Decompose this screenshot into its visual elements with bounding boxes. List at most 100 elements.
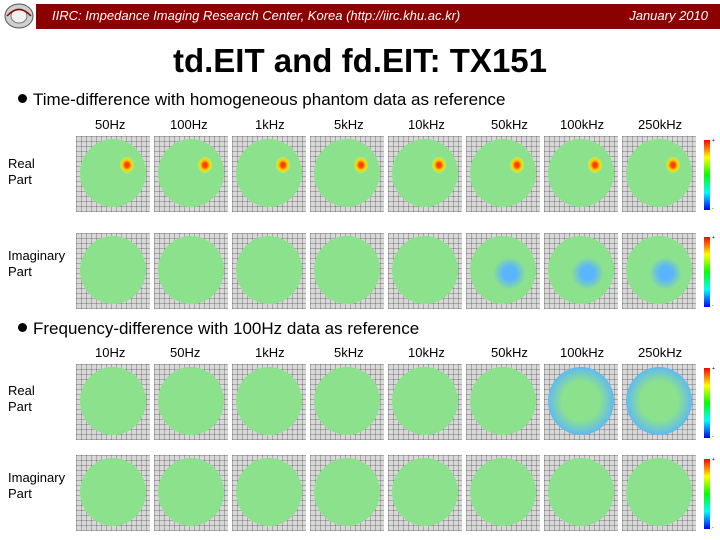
eit-disk	[626, 236, 692, 304]
section2-eit-image	[76, 364, 150, 440]
section1-freq-label: 5kHz	[334, 117, 364, 132]
s1-imag-label-line1: Imaginary	[8, 248, 66, 263]
section1-eit-image	[466, 233, 540, 309]
eit-disk	[626, 139, 692, 207]
eit-disk	[548, 139, 614, 207]
s1-real-label: Real Part	[8, 156, 35, 188]
eit-disk	[392, 367, 458, 435]
section2-eit-image	[544, 364, 618, 440]
eit-disk	[470, 139, 536, 207]
section1-freq-label: 10kHz	[408, 117, 445, 132]
eit-disk	[470, 367, 536, 435]
eit-disk	[392, 236, 458, 304]
section1-eit-image	[310, 136, 384, 212]
section2-eit-image	[544, 455, 618, 531]
section1-eit-image	[310, 233, 384, 309]
eit-disk	[158, 236, 224, 304]
section2-eit-image	[622, 364, 696, 440]
anomaly-spot	[276, 157, 290, 173]
section1-eit-image	[232, 136, 306, 212]
section2-freq-label: 250kHz	[638, 345, 683, 360]
eit-disk	[80, 367, 146, 435]
anomaly-spot	[510, 157, 524, 173]
section1-freq-label: 250kHz	[638, 117, 683, 132]
section1-eit-image	[622, 233, 696, 309]
eit-disk	[80, 139, 146, 207]
eit-disk	[470, 458, 536, 526]
anomaly-spot	[354, 157, 368, 173]
eit-disk	[314, 139, 380, 207]
anomaly-spot	[198, 157, 212, 173]
s2-imag-label-line2: Part	[8, 486, 32, 501]
section1-freq-label: 100kHz	[560, 117, 605, 132]
colorbar-bottom-label: -	[712, 303, 714, 309]
bullet-icon	[18, 323, 27, 332]
section2-eit-image	[388, 364, 462, 440]
section2-freq-label: 5kHz	[334, 345, 364, 360]
colorbar	[704, 368, 710, 438]
section2-freq-label: 10Hz	[95, 345, 126, 360]
section2-eit-image	[310, 455, 384, 531]
eit-disk	[314, 367, 380, 435]
eit-disk	[236, 236, 302, 304]
header-date: January 2010	[629, 8, 708, 23]
eit-disk	[314, 236, 380, 304]
bullet-icon	[18, 94, 27, 103]
eit-disk	[314, 458, 380, 526]
section1-freq-label: 50kHz	[491, 117, 528, 132]
iirc-logo-icon	[4, 3, 34, 29]
eit-disk	[626, 367, 692, 435]
section2-heading: Frequency-difference with 100Hz data as …	[18, 319, 419, 339]
section2-freq-label: 100kHz	[560, 345, 605, 360]
s1-imag-label: Imaginary Part	[8, 248, 65, 280]
eit-disk	[158, 367, 224, 435]
colorbar-bottom-label: -	[712, 206, 714, 212]
colorbar	[704, 237, 710, 307]
s2-real-label-line1: Real	[8, 383, 35, 398]
colorbar-bottom-label: -	[712, 525, 714, 531]
anomaly-spot	[432, 157, 446, 173]
section2-eit-image	[388, 455, 462, 531]
s1-imag-label-line2: Part	[8, 264, 32, 279]
header-org-text: IIRC: Impedance Imaging Research Center,…	[52, 8, 461, 23]
section2-eit-image	[310, 364, 384, 440]
section1-eit-image	[466, 136, 540, 212]
eit-disk	[236, 367, 302, 435]
anomaly-spot	[120, 157, 134, 173]
section2-eit-image	[466, 364, 540, 440]
s2-imag-label: Imaginary Part	[8, 470, 65, 502]
section1-eit-image	[388, 233, 462, 309]
eit-disk	[548, 236, 614, 304]
section2-eit-image	[232, 455, 306, 531]
colorbar-top-label: +	[712, 235, 715, 241]
s1-real-label-line1: Real	[8, 156, 35, 171]
colorbar-top-label: +	[712, 457, 715, 463]
eit-disk	[80, 458, 146, 526]
slide-header: IIRC: Impedance Imaging Research Center,…	[0, 0, 720, 32]
slide-title: td.EIT and fd.EIT: TX151	[172, 42, 548, 79]
eit-disk	[80, 236, 146, 304]
section2-eit-image	[622, 455, 696, 531]
section1-eit-image	[154, 233, 228, 309]
s2-imag-label-line1: Imaginary	[8, 470, 66, 485]
section2-eit-image	[154, 364, 228, 440]
section1-eit-image	[232, 233, 306, 309]
section1-freq-label: 1kHz	[255, 117, 285, 132]
s2-real-label: Real Part	[8, 383, 35, 415]
colorbar	[704, 459, 710, 529]
eit-disk	[236, 458, 302, 526]
section1-freq-label: 50Hz	[95, 117, 126, 132]
section1-eit-image	[76, 136, 150, 212]
section1-heading: Time-difference with homogeneous phantom…	[18, 90, 506, 110]
eit-disk	[158, 458, 224, 526]
anomaly-spot	[588, 157, 602, 173]
s2-real-label-line2: Part	[8, 399, 32, 414]
eit-disk	[470, 236, 536, 304]
section2-freq-label: 50kHz	[491, 345, 528, 360]
section1-eit-image	[544, 233, 618, 309]
section2-eit-image	[76, 455, 150, 531]
section2-eit-image	[232, 364, 306, 440]
section1-heading-text: Time-difference with homogeneous phantom…	[33, 90, 506, 109]
eit-disk	[158, 139, 224, 207]
section1-eit-image	[388, 136, 462, 212]
